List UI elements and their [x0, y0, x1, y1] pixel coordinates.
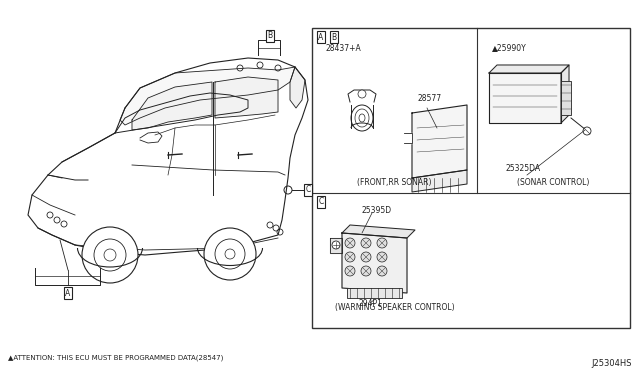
Circle shape	[82, 227, 138, 283]
Polygon shape	[489, 73, 561, 123]
Text: B: B	[332, 32, 337, 42]
Circle shape	[345, 238, 355, 248]
Circle shape	[583, 127, 591, 135]
Text: 28577: 28577	[417, 94, 441, 103]
Text: (FRONT,RR SONAR): (FRONT,RR SONAR)	[357, 178, 432, 187]
Bar	[561, 81, 571, 115]
Text: A: A	[65, 289, 70, 298]
Polygon shape	[132, 82, 212, 130]
Circle shape	[345, 252, 355, 262]
Circle shape	[377, 266, 387, 276]
Text: 294P1: 294P1	[358, 299, 382, 308]
Polygon shape	[330, 238, 342, 253]
Text: ▲25990Y: ▲25990Y	[492, 43, 527, 52]
Circle shape	[361, 252, 371, 262]
Polygon shape	[342, 225, 415, 238]
Circle shape	[377, 238, 387, 248]
Polygon shape	[120, 67, 295, 125]
Text: B: B	[268, 32, 273, 41]
Circle shape	[361, 266, 371, 276]
Polygon shape	[561, 65, 569, 123]
Circle shape	[332, 241, 340, 249]
Circle shape	[204, 228, 256, 280]
Polygon shape	[215, 77, 278, 118]
Circle shape	[377, 252, 387, 262]
Text: (WARNING SPEAKER CONTROL): (WARNING SPEAKER CONTROL)	[335, 303, 454, 312]
Text: 28437+A: 28437+A	[326, 44, 362, 53]
Text: ▲ATTENTION: THIS ECU MUST BE PROGRAMMED DATA(28547): ▲ATTENTION: THIS ECU MUST BE PROGRAMMED …	[8, 355, 223, 361]
Polygon shape	[290, 67, 305, 108]
Text: J25304HS: J25304HS	[591, 359, 632, 369]
Polygon shape	[412, 170, 467, 192]
Text: C: C	[305, 186, 310, 195]
Bar	[312, 28, 630, 328]
Text: C: C	[318, 198, 324, 206]
Text: 25395D: 25395D	[362, 206, 392, 215]
Text: 25325DA: 25325DA	[505, 164, 540, 173]
Bar	[347, 288, 402, 298]
Polygon shape	[489, 65, 569, 73]
Text: A: A	[318, 32, 324, 42]
Polygon shape	[348, 90, 376, 102]
Polygon shape	[140, 132, 162, 143]
Circle shape	[361, 238, 371, 248]
Circle shape	[358, 90, 366, 98]
Polygon shape	[342, 233, 407, 293]
Text: (SONAR CONTROL): (SONAR CONTROL)	[517, 178, 589, 187]
Circle shape	[345, 266, 355, 276]
Polygon shape	[404, 133, 412, 143]
Polygon shape	[412, 105, 467, 178]
